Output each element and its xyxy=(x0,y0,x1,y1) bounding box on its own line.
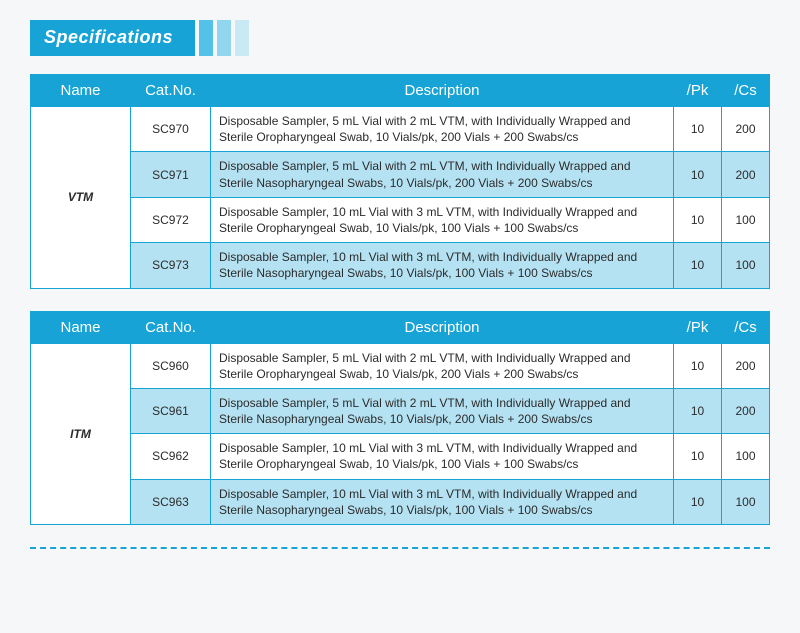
cat-no-cell: SC960 xyxy=(131,343,211,388)
decor-bar-1 xyxy=(199,20,213,56)
decor-bar-2 xyxy=(217,20,231,56)
description-cell: Disposable Sampler, 5 mL Vial with 2 mL … xyxy=(211,152,674,197)
table-row: SC971Disposable Sampler, 5 mL Vial with … xyxy=(31,152,770,197)
cat-no-cell: SC970 xyxy=(131,107,211,152)
col-header-name: Name xyxy=(31,75,131,107)
description-cell: Disposable Sampler, 10 mL Vial with 3 mL… xyxy=(211,243,674,288)
spec-table-vtm: NameCat.No.Description/Pk/CsVTMSC970Disp… xyxy=(30,74,770,289)
pk-cell: 10 xyxy=(674,152,722,197)
description-cell: Disposable Sampler, 10 mL Vial with 3 mL… xyxy=(211,197,674,242)
col-header-cat: Cat.No. xyxy=(131,311,211,343)
col-header-cat: Cat.No. xyxy=(131,75,211,107)
table-row: SC961Disposable Sampler, 5 mL Vial with … xyxy=(31,388,770,433)
table-row: SC973Disposable Sampler, 10 mL Vial with… xyxy=(31,243,770,288)
decor-bar-3 xyxy=(235,20,249,56)
page-title: Specifications xyxy=(30,20,195,56)
pk-cell: 10 xyxy=(674,343,722,388)
pk-cell: 10 xyxy=(674,479,722,524)
cs-cell: 200 xyxy=(722,152,770,197)
col-header-cs: /Cs xyxy=(722,75,770,107)
pk-cell: 10 xyxy=(674,197,722,242)
group-name-cell: VTM xyxy=(31,107,131,289)
cs-cell: 100 xyxy=(722,434,770,479)
cat-no-cell: SC972 xyxy=(131,197,211,242)
cs-cell: 200 xyxy=(722,107,770,152)
col-header-cs: /Cs xyxy=(722,311,770,343)
table-row: ITMSC960Disposable Sampler, 5 mL Vial wi… xyxy=(31,343,770,388)
description-cell: Disposable Sampler, 5 mL Vial with 2 mL … xyxy=(211,107,674,152)
title-row: Specifications xyxy=(30,20,770,56)
group-name-cell: ITM xyxy=(31,343,131,525)
col-header-pk: /Pk xyxy=(674,75,722,107)
col-header-desc: Description xyxy=(211,311,674,343)
cs-cell: 200 xyxy=(722,343,770,388)
table-row: SC962Disposable Sampler, 10 mL Vial with… xyxy=(31,434,770,479)
cat-no-cell: SC973 xyxy=(131,243,211,288)
pk-cell: 10 xyxy=(674,388,722,433)
description-cell: Disposable Sampler, 10 mL Vial with 3 mL… xyxy=(211,479,674,524)
cat-no-cell: SC963 xyxy=(131,479,211,524)
pk-cell: 10 xyxy=(674,434,722,479)
spec-table-itm: NameCat.No.Description/Pk/CsITMSC960Disp… xyxy=(30,311,770,526)
cs-cell: 100 xyxy=(722,243,770,288)
cat-no-cell: SC961 xyxy=(131,388,211,433)
description-cell: Disposable Sampler, 10 mL Vial with 3 mL… xyxy=(211,434,674,479)
dashed-separator xyxy=(30,547,770,549)
col-header-pk: /Pk xyxy=(674,311,722,343)
pk-cell: 10 xyxy=(674,243,722,288)
col-header-name: Name xyxy=(31,311,131,343)
table-row: SC963Disposable Sampler, 10 mL Vial with… xyxy=(31,479,770,524)
tables-container: NameCat.No.Description/Pk/CsVTMSC970Disp… xyxy=(30,74,770,525)
cs-cell: 100 xyxy=(722,479,770,524)
table-row: SC972Disposable Sampler, 10 mL Vial with… xyxy=(31,197,770,242)
cat-no-cell: SC971 xyxy=(131,152,211,197)
cat-no-cell: SC962 xyxy=(131,434,211,479)
table-row: VTMSC970Disposable Sampler, 5 mL Vial wi… xyxy=(31,107,770,152)
col-header-desc: Description xyxy=(211,75,674,107)
cs-cell: 100 xyxy=(722,197,770,242)
cs-cell: 200 xyxy=(722,388,770,433)
description-cell: Disposable Sampler, 5 mL Vial with 2 mL … xyxy=(211,388,674,433)
pk-cell: 10 xyxy=(674,107,722,152)
description-cell: Disposable Sampler, 5 mL Vial with 2 mL … xyxy=(211,343,674,388)
